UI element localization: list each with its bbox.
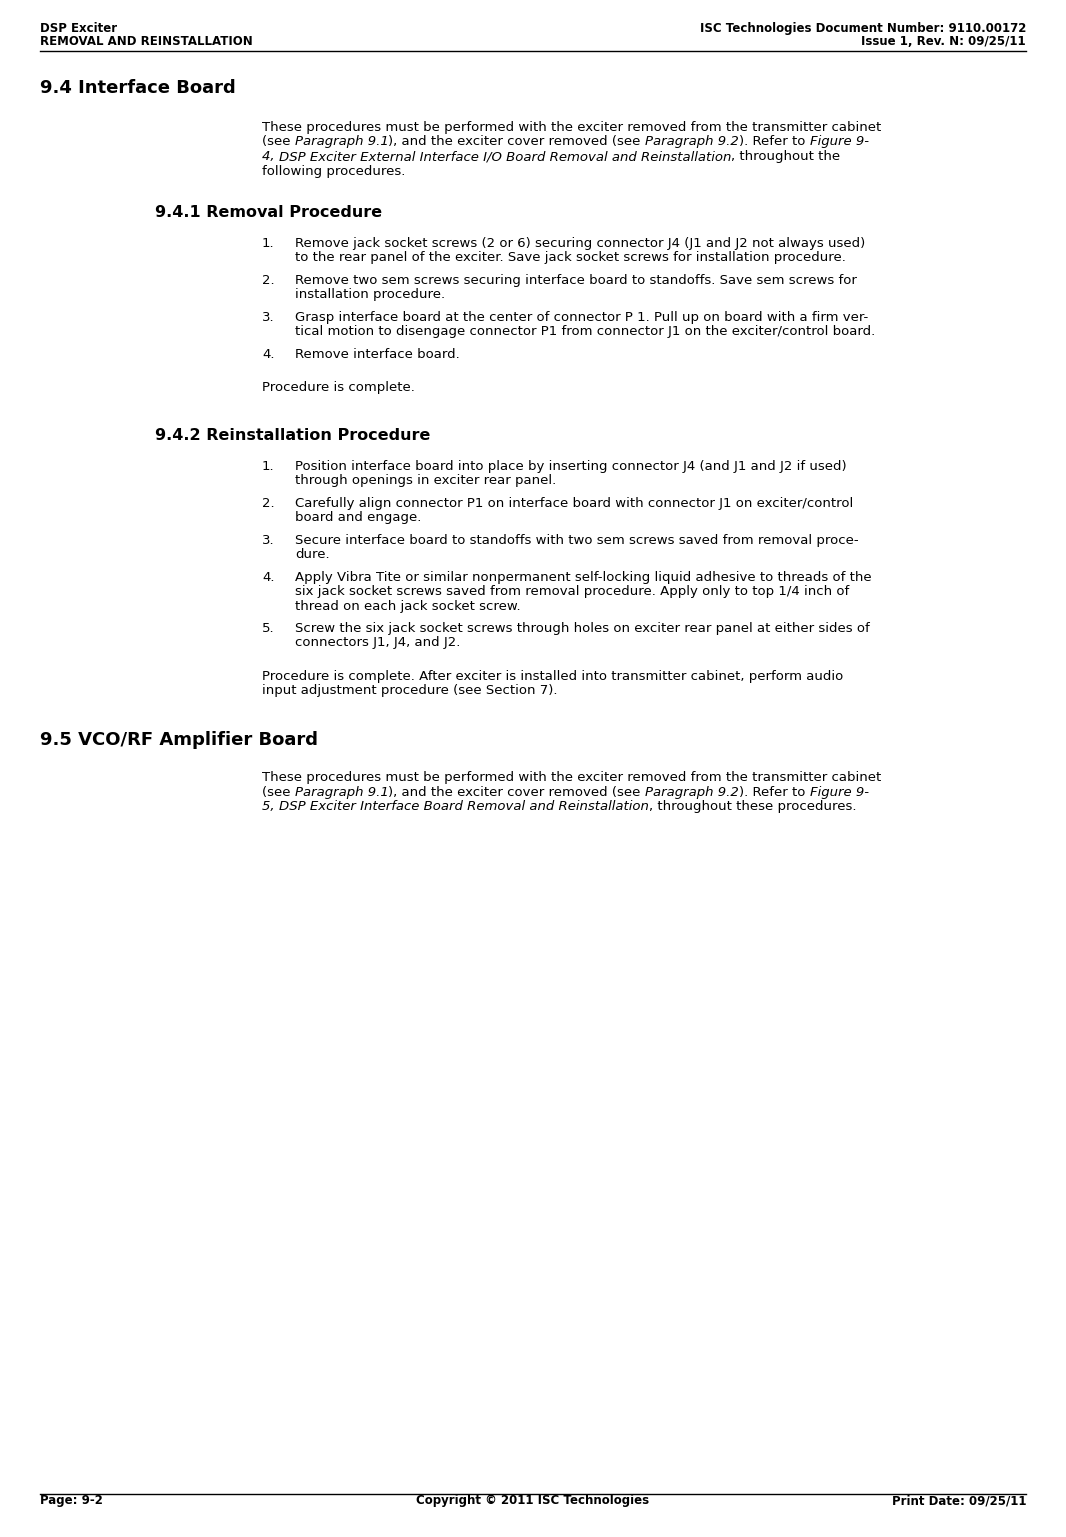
Text: Print Date: 09/25/11: Print Date: 09/25/11 [891,1494,1025,1506]
Text: ISC Technologies Document Number: 9110.00172: ISC Technologies Document Number: 9110.0… [699,22,1025,35]
Text: 3.: 3. [262,310,275,324]
Text: 2.: 2. [262,274,275,287]
Text: Position interface board into place by inserting connector J4 (and J1 and J2 if : Position interface board into place by i… [295,460,846,472]
Text: Figure 9-: Figure 9- [809,785,869,799]
Text: thread on each jack socket screw.: thread on each jack socket screw. [295,599,520,613]
Text: 3.: 3. [262,533,275,547]
Text: connectors J1, J4, and J2.: connectors J1, J4, and J2. [295,636,461,650]
Text: following procedures.: following procedures. [262,164,405,177]
Text: Figure 9-: Figure 9- [809,135,869,149]
Text: 5,: 5, [262,801,279,813]
Text: Remove jack socket screws (2 or 6) securing connector J4 (J1 and J2 not always u: Remove jack socket screws (2 or 6) secur… [295,237,866,251]
Text: dure.: dure. [295,549,329,561]
Text: ), and the exciter cover removed (see: ), and the exciter cover removed (see [388,135,645,149]
Text: Remove two sem screws securing interface board to standoffs. Save sem screws for: Remove two sem screws securing interface… [295,274,857,287]
Text: Apply Vibra Tite or similar nonpermanent self-locking liquid adhesive to threads: Apply Vibra Tite or similar nonpermanent… [295,570,872,584]
Text: 5.: 5. [262,622,275,635]
Text: ). Refer to: ). Refer to [739,785,809,799]
Text: (see: (see [262,785,295,799]
Text: 4.: 4. [262,570,275,584]
Text: Copyright © 2011 ISC Technologies: Copyright © 2011 ISC Technologies [417,1494,649,1506]
Text: DSP Exciter Interface Board Removal and Reinstallation: DSP Exciter Interface Board Removal and … [279,801,649,813]
Text: ), and the exciter cover removed (see: ), and the exciter cover removed (see [388,785,645,799]
Text: These procedures must be performed with the exciter removed from the transmitter: These procedures must be performed with … [262,772,882,784]
Text: 4,: 4, [262,151,279,163]
Text: Grasp interface board at the center of connector P 1. Pull up on board with a fi: Grasp interface board at the center of c… [295,310,868,324]
Text: 2.: 2. [262,496,275,510]
Text: Procedure is complete. After exciter is installed into transmitter cabinet, perf: Procedure is complete. After exciter is … [262,670,843,682]
Text: six jack socket screws saved from removal procedure. Apply only to top 1/4 inch : six jack socket screws saved from remova… [295,586,850,598]
Text: through openings in exciter rear panel.: through openings in exciter rear panel. [295,473,556,487]
Text: REMOVAL AND REINSTALLATION: REMOVAL AND REINSTALLATION [41,35,253,48]
Text: ). Refer to: ). Refer to [739,135,809,149]
Text: 9.4.2 Reinstallation Procedure: 9.4.2 Reinstallation Procedure [155,427,431,443]
Text: , throughout these procedures.: , throughout these procedures. [649,801,856,813]
Text: These procedures must be performed with the exciter removed from the transmitter: These procedures must be performed with … [262,121,882,134]
Text: Paragraph 9.1: Paragraph 9.1 [295,135,388,149]
Text: Page: 9-2: Page: 9-2 [41,1494,103,1506]
Text: Paragraph 9.2: Paragraph 9.2 [645,785,739,799]
Text: 9.4 Interface Board: 9.4 Interface Board [41,78,236,97]
Text: 4.: 4. [262,347,275,361]
Text: Paragraph 9.1: Paragraph 9.1 [295,785,388,799]
Text: tical motion to disengage connector P1 from connector J1 on the exciter/control : tical motion to disengage connector P1 f… [295,326,875,338]
Text: board and engage.: board and engage. [295,510,421,524]
Text: 9.5 VCO/RF Amplifier Board: 9.5 VCO/RF Amplifier Board [41,730,318,749]
Text: Procedure is complete.: Procedure is complete. [262,381,415,395]
Text: DSP Exciter External Interface I/O Board Removal and Reinstallation: DSP Exciter External Interface I/O Board… [279,151,731,163]
Text: Issue 1, Rev. N: 09/25/11: Issue 1, Rev. N: 09/25/11 [861,35,1025,48]
Text: 9.4.1 Removal Procedure: 9.4.1 Removal Procedure [155,204,382,220]
Text: , throughout the: , throughout the [731,151,840,163]
Text: Paragraph 9.2: Paragraph 9.2 [645,135,739,149]
Text: input adjustment procedure (see Section 7).: input adjustment procedure (see Section … [262,684,558,698]
Text: to the rear panel of the exciter. Save jack socket screws for installation proce: to the rear panel of the exciter. Save j… [295,252,846,264]
Text: (see: (see [262,135,295,149]
Text: Carefully align connector P1 on interface board with connector J1 on exciter/con: Carefully align connector P1 on interfac… [295,496,853,510]
Text: DSP Exciter: DSP Exciter [41,22,117,35]
Text: Screw the six jack socket screws through holes on exciter rear panel at either s: Screw the six jack socket screws through… [295,622,870,635]
Text: 1.: 1. [262,460,275,472]
Text: 1.: 1. [262,237,275,251]
Text: Secure interface board to standoffs with two sem screws saved from removal proce: Secure interface board to standoffs with… [295,533,858,547]
Text: installation procedure.: installation procedure. [295,289,446,301]
Text: Remove interface board.: Remove interface board. [295,347,459,361]
